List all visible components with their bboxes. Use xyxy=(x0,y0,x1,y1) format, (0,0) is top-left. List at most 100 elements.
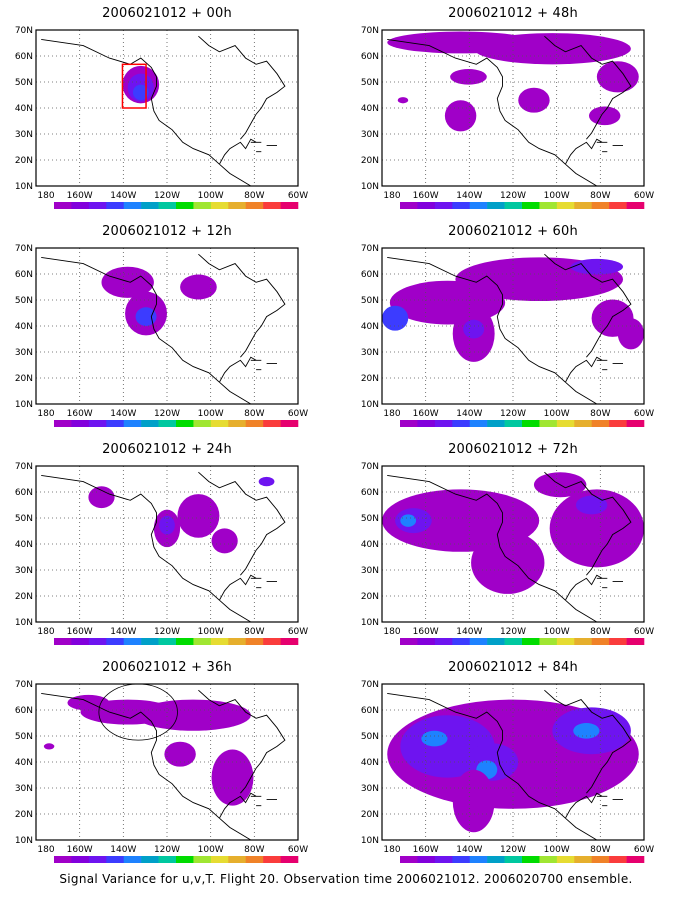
colorbar-swatch xyxy=(263,202,281,209)
lat-tick-label: 10N xyxy=(361,400,379,410)
shading-blob xyxy=(421,730,448,747)
lon-tick-label: 100W xyxy=(198,191,224,201)
colorbar-swatch xyxy=(245,638,264,645)
colorbar-swatch xyxy=(609,420,627,427)
colorbar-swatch xyxy=(245,420,264,427)
map-frame xyxy=(381,247,645,405)
coastline xyxy=(219,381,252,405)
lat-tick-label: 40N xyxy=(361,540,379,550)
lon-tick-label: 60W xyxy=(634,845,654,855)
coastline xyxy=(219,138,257,165)
colorbar-swatch xyxy=(176,638,194,645)
colorbar-swatch xyxy=(141,420,159,427)
lon-tick-label: 60W xyxy=(634,409,654,419)
shading-blob xyxy=(211,749,254,806)
lat-tick-label: 20N xyxy=(361,810,379,820)
lat-tick-label: 30N xyxy=(361,784,379,794)
colorbar-swatch xyxy=(400,202,418,209)
coastline xyxy=(544,471,632,576)
shading-blob xyxy=(159,515,175,535)
colorbar-swatch xyxy=(71,856,90,863)
map-frame xyxy=(35,683,299,841)
lon-tick-label: 80W xyxy=(590,409,610,419)
colorbar-swatch xyxy=(71,420,90,427)
lon-tick-label: 140W xyxy=(456,627,482,637)
lon-tick-label: 180 xyxy=(37,409,54,419)
coastline xyxy=(596,141,623,153)
lon-tick-label: 120W xyxy=(500,409,526,419)
lat-tick-label: 60N xyxy=(361,488,379,498)
colorbar-swatch xyxy=(539,420,558,427)
coastlines xyxy=(41,35,286,187)
panel-title: 2006021012 + 84h xyxy=(448,660,578,675)
coastline xyxy=(387,692,566,819)
map-panel-12h: 2006021012 + 12h 70N 60N 50N 40N 30N 20N 10N 18… xyxy=(0,218,320,428)
coastline xyxy=(387,38,566,165)
colorbar-swatch xyxy=(400,856,418,863)
lat-tick-label: 60N xyxy=(15,488,33,498)
colorbar-swatch xyxy=(539,202,558,209)
coastline xyxy=(198,35,286,140)
lat-tick-label: 50N xyxy=(15,732,33,742)
lon-tick-label: 120W xyxy=(500,191,526,201)
shading-blob xyxy=(164,741,196,767)
map-frame xyxy=(381,683,645,841)
colorbar-swatch xyxy=(228,856,247,863)
coastline xyxy=(41,474,220,601)
lon-tick-label: 100W xyxy=(198,627,224,637)
lon-tick-label: 80W xyxy=(244,845,264,855)
coastline xyxy=(219,792,257,819)
coastline xyxy=(565,356,603,383)
colorbar-swatch xyxy=(106,420,125,427)
colorbar-swatch xyxy=(574,638,593,645)
lat-tick-label: 50N xyxy=(15,78,33,88)
lat-tick-label: 70N xyxy=(361,462,379,472)
lat-tick-label: 60N xyxy=(361,52,379,62)
coastline xyxy=(41,692,220,819)
colorbar-swatch xyxy=(210,638,229,645)
colorbar-swatch xyxy=(280,202,299,209)
lon-tick-label: 80W xyxy=(244,191,264,201)
coastlines xyxy=(387,471,632,623)
colorbar-swatch xyxy=(539,638,558,645)
coastline xyxy=(219,163,252,187)
lon-tick-label: 160W xyxy=(67,409,93,419)
lon-tick-label: 160W xyxy=(67,845,93,855)
lon-tick-label: 180 xyxy=(37,627,54,637)
coastlines xyxy=(387,35,632,187)
shading-blob xyxy=(463,319,485,339)
map-72h: 70N 60N 50N 40N 30N 20N 10N 180 160W 140W 120W 100W… xyxy=(361,462,654,645)
lon-tick-label: 120W xyxy=(500,627,526,637)
coastline xyxy=(387,474,566,601)
lon-tick-label: 140W xyxy=(110,409,136,419)
lon-tick-label: 60W xyxy=(634,627,654,637)
colorbar-swatch xyxy=(123,202,142,209)
lat-tick-label: 50N xyxy=(361,514,379,524)
lon-tick-label: 60W xyxy=(288,627,308,637)
panel-title: 2006021012 + 24h xyxy=(102,442,232,457)
lon-tick-label: 140W xyxy=(110,627,136,637)
colorbar-swatch xyxy=(193,202,212,209)
lat-tick-label: 40N xyxy=(15,104,33,114)
coastline xyxy=(41,38,220,165)
colorbar-swatch xyxy=(417,202,436,209)
colorbar-swatch xyxy=(280,420,299,427)
colorbar-swatch xyxy=(263,638,281,645)
lon-tick-label: 80W xyxy=(590,191,610,201)
shading-blob xyxy=(258,476,275,487)
colorbar-swatch xyxy=(210,856,229,863)
colorbar-swatch xyxy=(88,420,107,427)
colorbar: 1.62.23.145.16.37.591114212940 xyxy=(400,420,645,427)
lat-tick-label: 60N xyxy=(361,706,379,716)
shading-blob xyxy=(549,489,644,568)
coastline xyxy=(198,689,286,794)
lat-tick-label: 30N xyxy=(361,566,379,576)
coastlines xyxy=(387,253,632,405)
colorbar-swatch xyxy=(434,638,453,645)
shading-blob xyxy=(499,573,516,593)
coastline xyxy=(596,577,623,589)
coastline xyxy=(250,577,277,589)
map-24h: 70N 60N 50N 40N 30N 20N 10N 180 160W 140W 120W 100W… xyxy=(15,462,308,645)
colorbar-swatch xyxy=(452,856,471,863)
panel-title: 2006021012 + 48h xyxy=(448,6,578,21)
